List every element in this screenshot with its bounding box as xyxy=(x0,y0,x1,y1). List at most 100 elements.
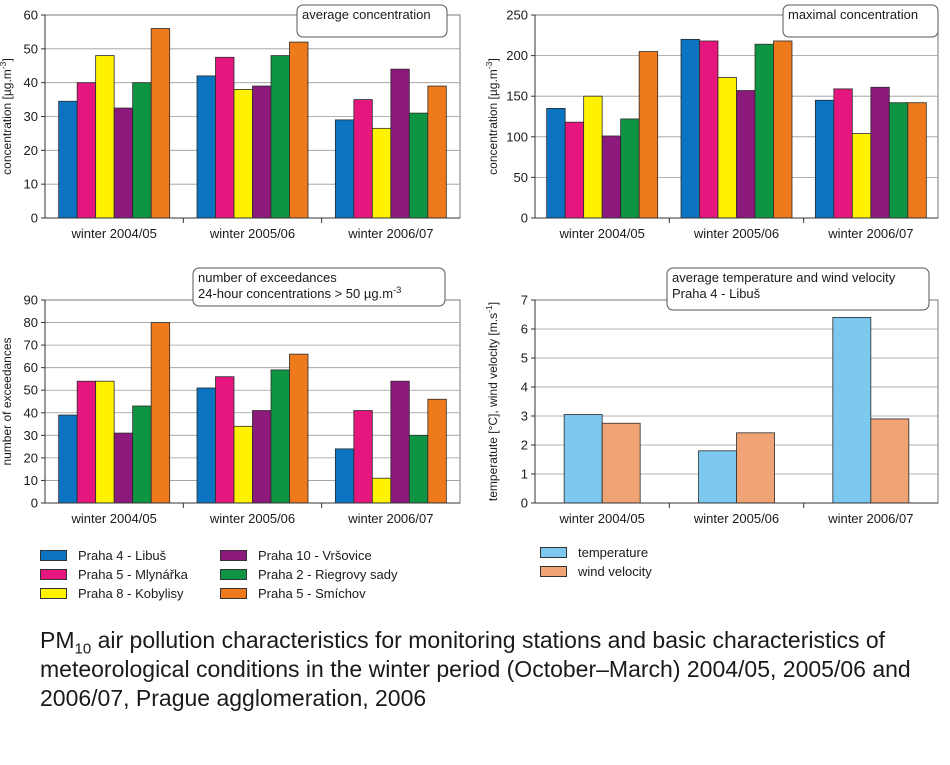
chart-title: maximal concentration xyxy=(788,7,918,22)
y-tick-label: 30 xyxy=(24,109,38,124)
bar xyxy=(390,380,410,504)
bar xyxy=(907,102,927,219)
y-tick-label: 5 xyxy=(521,351,528,366)
y-tick-label: 0 xyxy=(31,496,38,511)
y-tick-label: 250 xyxy=(506,8,528,23)
y-tick-label: 40 xyxy=(24,405,38,420)
chart-panel: 0 10 20 30 40 50 60 concentration [µg.m-3] winte… xyxy=(0,4,461,241)
legend-swatch xyxy=(540,547,567,558)
title-box xyxy=(782,4,939,38)
legend-label: Praha 10 - Vršovice xyxy=(258,548,372,563)
station-legend: Praha 4 - Libuš Praha 5 - Mlynářka Praha… xyxy=(40,548,460,608)
bar xyxy=(717,77,737,219)
bar xyxy=(427,85,447,219)
y-tick-label: 2 xyxy=(521,438,528,453)
caption-text: air pollution characteristics for monito… xyxy=(40,627,911,711)
bar xyxy=(583,95,603,219)
caption-prefix: PM xyxy=(40,627,75,653)
x-tick-label: winter 2004/05 xyxy=(559,511,645,526)
bar xyxy=(270,55,290,219)
bar xyxy=(814,99,835,219)
bar xyxy=(334,448,355,504)
y-tick-label: 3 xyxy=(521,409,528,424)
y-tick-label: 50 xyxy=(514,170,528,185)
legend-swatch xyxy=(40,569,67,580)
bar xyxy=(252,410,272,504)
bar xyxy=(132,82,152,219)
bar xyxy=(408,434,429,504)
bar xyxy=(851,133,872,219)
legend-swatch xyxy=(40,550,67,561)
bar xyxy=(773,40,793,219)
bar xyxy=(371,127,392,219)
bar xyxy=(113,432,134,504)
bar xyxy=(215,376,235,504)
y-tick-label: 1 xyxy=(521,467,528,482)
x-tick-label: winter 2006/07 xyxy=(347,511,433,526)
bar xyxy=(215,56,235,219)
x-tick-label: winter 2005/06 xyxy=(209,226,295,241)
bar xyxy=(334,119,355,219)
y-tick-label: 70 xyxy=(24,338,38,353)
chart-title: average temperature and wind velocity xyxy=(672,270,896,285)
chart-panel: 0 1 2 3 4 5 6 7 temperatute [°C], wind velocity … xyxy=(484,267,939,526)
title-box xyxy=(666,267,930,311)
y-tick-label: 90 xyxy=(24,293,38,308)
legend-swatch xyxy=(540,566,567,577)
title-box xyxy=(296,4,448,38)
legend-swatch xyxy=(220,588,247,599)
bar xyxy=(563,414,603,504)
y-tick-label: 4 xyxy=(521,380,528,395)
x-tick-label: winter 2006/07 xyxy=(827,226,913,241)
y-tick-label: 60 xyxy=(24,8,38,23)
y-tick-label: 50 xyxy=(24,41,38,56)
y-axis-label: number of exceedances xyxy=(0,337,14,465)
chart-title: number of exceedances xyxy=(198,270,337,285)
bar xyxy=(132,405,152,504)
y-tick-label: 200 xyxy=(506,48,528,63)
figure: 0 10 20 30 40 50 60 concentration [µg.m-3] winte… xyxy=(0,4,939,608)
bar xyxy=(888,102,909,219)
bar xyxy=(699,40,719,219)
bar xyxy=(113,107,134,219)
y-tick-label: 0 xyxy=(521,211,528,226)
bar xyxy=(832,316,872,504)
y-tick-label: 80 xyxy=(24,315,38,330)
bar xyxy=(353,99,373,219)
legend-swatch xyxy=(220,569,247,580)
bar xyxy=(289,41,309,219)
bar xyxy=(289,353,309,504)
chart-panel: 0 50 100 150 200 250 concentration [µg.m-3] win… xyxy=(484,4,939,241)
legend-label: Praha 4 - Libuš xyxy=(78,548,167,563)
bar xyxy=(620,118,640,219)
y-tick-label: 30 xyxy=(24,428,38,443)
bar xyxy=(546,107,566,219)
x-tick-label: winter 2005/06 xyxy=(693,511,779,526)
bar xyxy=(736,432,775,504)
legend-label: Praha 5 - Mlynářka xyxy=(78,567,188,582)
bar xyxy=(233,425,253,504)
meteo-legend: temperature wind velocity xyxy=(540,545,740,585)
bar xyxy=(196,387,216,504)
bar xyxy=(150,322,171,504)
bar xyxy=(58,100,78,219)
bar xyxy=(150,28,171,219)
bar xyxy=(196,75,216,219)
y-tick-label: 0 xyxy=(521,496,528,511)
y-tick-label: 10 xyxy=(24,473,38,488)
bar xyxy=(870,418,910,504)
bar xyxy=(95,380,115,504)
chart-panel: 0 10 20 30 40 50 60 70 80 90 number of exceedances… xyxy=(0,267,461,526)
legend-swatch xyxy=(40,588,67,599)
legend-label: Praha 8 - Kobylisy xyxy=(78,586,184,601)
bar xyxy=(427,398,447,504)
x-tick-label: winter 2005/06 xyxy=(209,511,295,526)
bar xyxy=(408,112,429,219)
y-tick-label: 50 xyxy=(24,383,38,398)
bar xyxy=(371,477,392,504)
bar xyxy=(353,410,373,504)
bar xyxy=(601,135,622,219)
bar xyxy=(833,88,853,219)
x-tick-label: winter 2005/06 xyxy=(693,226,779,241)
